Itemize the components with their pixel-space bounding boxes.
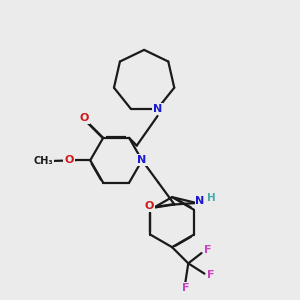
Text: H: H: [207, 193, 216, 203]
Text: F: F: [207, 270, 214, 280]
Text: O: O: [80, 113, 89, 123]
Text: CH₃: CH₃: [33, 156, 53, 166]
Text: O: O: [145, 201, 154, 211]
Text: N: N: [137, 155, 147, 165]
Text: F: F: [204, 245, 211, 255]
Text: N: N: [195, 196, 205, 206]
Text: O: O: [64, 155, 74, 165]
Text: N: N: [153, 104, 162, 114]
Text: F: F: [182, 283, 189, 293]
